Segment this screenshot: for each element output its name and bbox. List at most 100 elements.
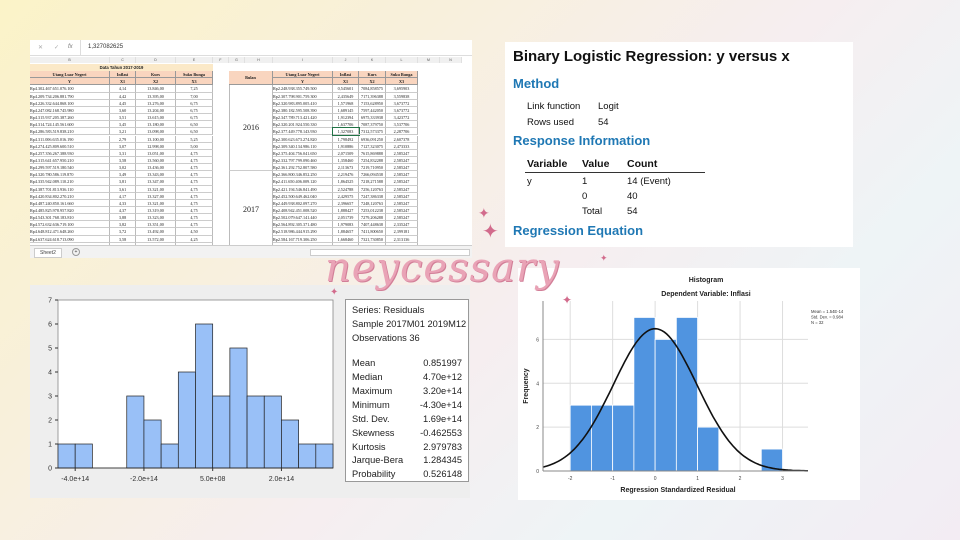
right-table-cell[interactable]: Rp2.309.340.134.986.110 xyxy=(273,142,333,150)
right-table-cell[interactable]: 2,607378 xyxy=(386,135,418,143)
right-table-cell[interactable]: 6975,333938 xyxy=(359,114,386,122)
right-table-cell[interactable]: Rp2.502.079.647.141.440 xyxy=(273,214,333,222)
formula-input[interactable]: 1,327082625 xyxy=(88,44,124,50)
right-table-cell[interactable]: Rp2.366.800.346.852.250 xyxy=(273,171,333,179)
right-table-cell[interactable]: 2,435649 xyxy=(333,92,359,100)
right-table-cell[interactable]: Rp2.421.194.546.841.490 xyxy=(273,185,333,193)
right-table-cell[interactable]: 3,673772 xyxy=(386,106,418,115)
left-table-cell: 4,75 xyxy=(176,192,213,200)
right-table-cell[interactable]: 2,113673 xyxy=(333,164,359,172)
right-table-cell[interactable]: 2,313136 xyxy=(386,235,418,243)
right-table-cell[interactable]: 1,689145 xyxy=(333,106,359,115)
left-table-cell: 3,82 xyxy=(110,221,136,229)
right-table-cell[interactable]: 1,910886 xyxy=(333,142,359,150)
right-table-cell[interactable]: 7084,858575 xyxy=(359,85,386,93)
right-table-cell[interactable]: 1,888427 xyxy=(333,207,359,215)
right-table-cell[interactable]: Rp2.584.167.719.306.250 xyxy=(273,235,333,243)
right-table-cell[interactable]: 1,912394 xyxy=(333,114,359,122)
right-table-cell[interactable]: 3,559838 xyxy=(386,92,418,100)
right-table-cell[interactable]: 3,673772 xyxy=(386,99,418,107)
right-table-cell[interactable]: 7171,396388 xyxy=(359,92,386,100)
right-table-cell[interactable]: 2,287706 xyxy=(386,128,418,136)
right-table-cell[interactable]: 7253,012238 xyxy=(359,207,386,215)
right-table-cell[interactable]: 2,585247 xyxy=(386,156,418,165)
right-table-cell[interactable]: 1,571968 xyxy=(333,99,359,107)
right-table-cell[interactable]: 7127,323075 xyxy=(359,142,386,150)
right-table-cell[interactable]: 7153,628950 xyxy=(359,99,386,107)
right-table-cell[interactable]: Rp2.564.892.305.371.480 xyxy=(273,221,333,229)
right-table-cell[interactable]: 3,695903 xyxy=(386,85,418,93)
right-table-cell[interactable]: 7312,573375 xyxy=(359,128,386,136)
right-table-cell[interactable]: Rp2.380.182.595.508.390 xyxy=(273,106,333,115)
right-table-cell[interactable]: Rp2.300.623.673.274.820 xyxy=(273,135,333,143)
right-table-cell[interactable]: 1,798492 xyxy=(333,135,359,143)
right-table-cell[interactable]: 1,327083 xyxy=(332,127,360,137)
legend-entry: Std. Dev. = 0.984 xyxy=(811,315,844,320)
right-table-cell[interactable]: 7256,120763 xyxy=(359,185,386,193)
right-table-cell[interactable]: 7279,206288 xyxy=(359,214,386,222)
right-table-cell[interactable]: 7321,730850 xyxy=(359,235,386,243)
left-table-cell: 13.321,00 xyxy=(136,185,176,193)
confirm-icon[interactable]: ✓ xyxy=(54,45,60,51)
right-table-cell[interactable]: 7411,800650 xyxy=(359,228,386,236)
right-table-cell[interactable]: Rp2.320.983.895.005.410 xyxy=(273,99,333,107)
right-table-cell[interactable]: 2,585247 xyxy=(386,207,418,215)
cancel-icon[interactable]: ✕ xyxy=(38,45,44,51)
right-table-cell[interactable]: 2,585247 xyxy=(386,164,418,172)
right-table-cell[interactable]: 2,429575 xyxy=(333,192,359,200)
sheet-tab[interactable]: Sheet2 xyxy=(34,248,62,258)
right-table-cell[interactable]: Rp2.307.798.901.759.300 xyxy=(273,92,333,100)
right-table-cell[interactable]: 1,637706 xyxy=(333,121,359,129)
right-table-cell[interactable]: Rp2.375.404.756.041.650 xyxy=(273,149,333,157)
right-table-cell[interactable]: Rp2.332.797.799.090.460 xyxy=(273,156,333,165)
right-table-cell[interactable]: Rp2.449.938.802.097.270 xyxy=(273,199,333,207)
right-table-cell[interactable]: Rp2.248.938.355.749.500 xyxy=(273,85,333,93)
right-table-cell[interactable]: 7219,710950 xyxy=(359,164,386,172)
right-table-cell[interactable]: 0,545601 xyxy=(333,85,359,93)
right-table-cell[interactable]: 2,219476 xyxy=(333,171,359,179)
right-table-cell[interactable]: 7615,869888 xyxy=(359,149,386,157)
right-table-cell[interactable]: Rp2.452.500.649.462.040 xyxy=(273,192,333,200)
left-table-cell: Rp4.315.641.657.950.210 xyxy=(30,156,110,165)
right-table-cell[interactable]: 7218,271588 xyxy=(359,178,386,186)
right-table-cell[interactable]: Rp2.377.449.778.143.930 xyxy=(273,128,333,136)
right-table-cell[interactable]: 2,585247 xyxy=(386,199,418,207)
right-table-cell[interactable]: 7254,832288 xyxy=(359,156,386,165)
horizontal-scrollbar[interactable] xyxy=(310,249,470,256)
right-table-cell[interactable]: Rp2.361.292.752.807.580 xyxy=(273,164,333,172)
right-table-cell[interactable]: 1,884657 xyxy=(333,228,359,236)
right-table-cell[interactable]: 1,358460 xyxy=(333,156,359,165)
function-icon[interactable]: fx xyxy=(68,44,73,50)
right-table-cell[interactable]: 2,585247 xyxy=(386,178,418,186)
right-table-cell[interactable]: Rp2.408.942.451.008.520 xyxy=(273,207,333,215)
right-table-cell[interactable]: 1,668460 xyxy=(333,235,359,243)
right-table-cell[interactable]: 2,051739 xyxy=(333,214,359,222)
right-table-cell[interactable]: Rp2.411.650.406.009.120 xyxy=(273,178,333,186)
right-table-cell[interactable]: 1,864525 xyxy=(333,178,359,186)
right-table-cell[interactable]: 2,335247 xyxy=(386,221,418,229)
right-table-cell[interactable]: 2,585247 xyxy=(386,185,418,193)
right-table-cell[interactable]: 2,585247 xyxy=(386,192,418,200)
right-table-cell[interactable]: 7266,094538 xyxy=(359,171,386,179)
right-table-cell[interactable]: 7247,386338 xyxy=(359,192,386,200)
right-table-cell[interactable]: 2,399181 xyxy=(386,228,418,236)
right-table-cell[interactable]: 2,524788 xyxy=(333,185,359,193)
right-table-cell[interactable]: 2,585247 xyxy=(386,171,418,179)
right-table-cell[interactable]: 2,473333 xyxy=(386,142,418,150)
right-table-cell[interactable]: Rp2.518.986.444.915.290 xyxy=(273,228,333,236)
right-table-cell[interactable]: 3,423772 xyxy=(386,114,418,122)
right-table-cell[interactable]: 2,585247 xyxy=(386,149,418,157)
right-table-cell[interactable]: 2,071509 xyxy=(333,149,359,157)
add-sheet-button[interactable]: + xyxy=(72,248,80,256)
right-table-cell[interactable]: 7407,448638 xyxy=(359,221,386,229)
right-table-cell[interactable]: 1,979083 xyxy=(333,221,359,229)
right-table-cell[interactable]: Rp2.347.789.713.421.420 xyxy=(273,114,333,122)
right-table-cell[interactable]: 3,537706 xyxy=(386,121,418,129)
right-table-cell[interactable]: 7248,120763 xyxy=(359,199,386,207)
right-table-cell[interactable]: 7597,442050 xyxy=(359,106,386,115)
right-table-cell[interactable]: 2,396657 xyxy=(333,199,359,207)
right-table-cell[interactable]: Rp2.320.201.924.550.330 xyxy=(273,121,333,129)
right-table-cell[interactable]: 7087,379750 xyxy=(359,121,386,129)
right-table-cell[interactable]: 2,585247 xyxy=(386,214,418,222)
right-table-cell[interactable]: 6936,091250 xyxy=(359,135,386,143)
